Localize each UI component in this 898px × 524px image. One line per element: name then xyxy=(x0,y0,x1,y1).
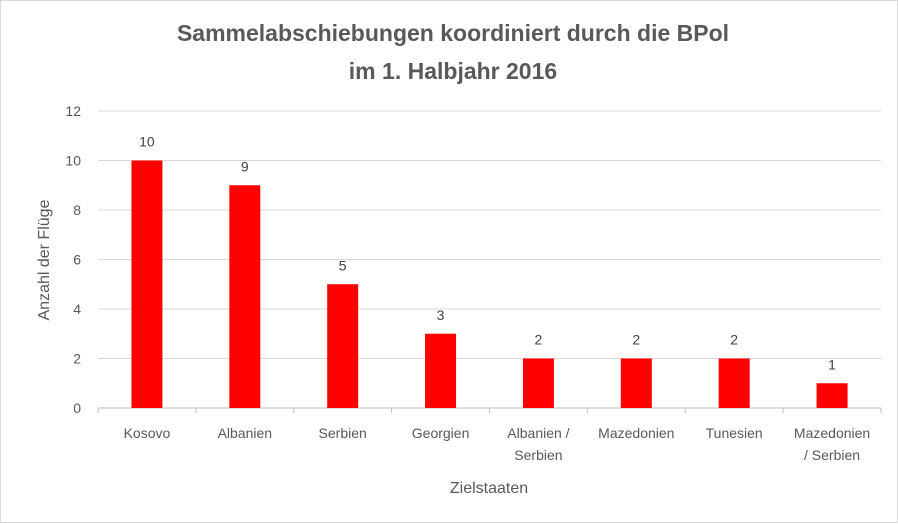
data-label-6: 2 xyxy=(730,332,738,348)
bars xyxy=(131,160,848,408)
y-tick-label-8: 8 xyxy=(73,202,81,218)
x-axis-title: Zielstaaten xyxy=(450,480,528,497)
y-tick-label-6: 6 xyxy=(73,252,81,268)
data-label-2: 5 xyxy=(339,257,347,273)
bar-0 xyxy=(131,160,163,408)
data-labels: 10 9 5 3 2 2 2 1 xyxy=(139,134,836,373)
bar-1 xyxy=(229,185,261,408)
chart-title-line-1: Sammelabschiebungen koordiniert durch di… xyxy=(177,20,729,46)
bar-6 xyxy=(718,358,750,408)
x-tick-label-1: Albanien xyxy=(218,425,273,441)
y-axis-title: Anzahl der Flüge xyxy=(36,199,53,320)
data-label-0: 10 xyxy=(139,134,155,150)
x-tick-label-4: Albanien / Serbien xyxy=(507,425,569,463)
chart-title-line-2: im 1. Halbjahr 2016 xyxy=(349,58,557,84)
data-label-4: 2 xyxy=(535,332,543,348)
x-tick-label-2: Serbien xyxy=(319,425,367,441)
y-tick-label-0: 0 xyxy=(73,400,81,416)
y-tick-label-12: 12 xyxy=(65,103,81,119)
data-label-1: 9 xyxy=(241,158,249,174)
data-label-5: 2 xyxy=(632,332,640,348)
y-tick-label-2: 2 xyxy=(73,351,81,367)
bar-3 xyxy=(425,333,457,408)
x-tick-label-5: Mazedonien xyxy=(598,425,674,441)
data-label-3: 3 xyxy=(437,307,445,323)
y-tick-label-10: 10 xyxy=(65,153,81,169)
bar-7 xyxy=(816,383,848,408)
x-tick-label-3: Georgien xyxy=(412,425,470,441)
y-tick-labels: 0 2 4 6 8 10 12 xyxy=(65,103,81,416)
x-tick-label-7: Mazedonien / Serbien xyxy=(794,425,870,463)
gridlines xyxy=(97,110,882,413)
data-label-7: 1 xyxy=(828,356,836,372)
x-tick-label-0: Kosovo xyxy=(124,425,171,441)
bar-2 xyxy=(327,284,359,408)
x-tick-labels: Kosovo Albanien Serbien Georgien Albanien / S… xyxy=(124,425,871,463)
x-tick-label-6: Tunesien xyxy=(706,425,763,441)
y-tick-label-4: 4 xyxy=(73,301,81,317)
bar-4 xyxy=(522,358,554,408)
bar-5 xyxy=(620,358,652,408)
